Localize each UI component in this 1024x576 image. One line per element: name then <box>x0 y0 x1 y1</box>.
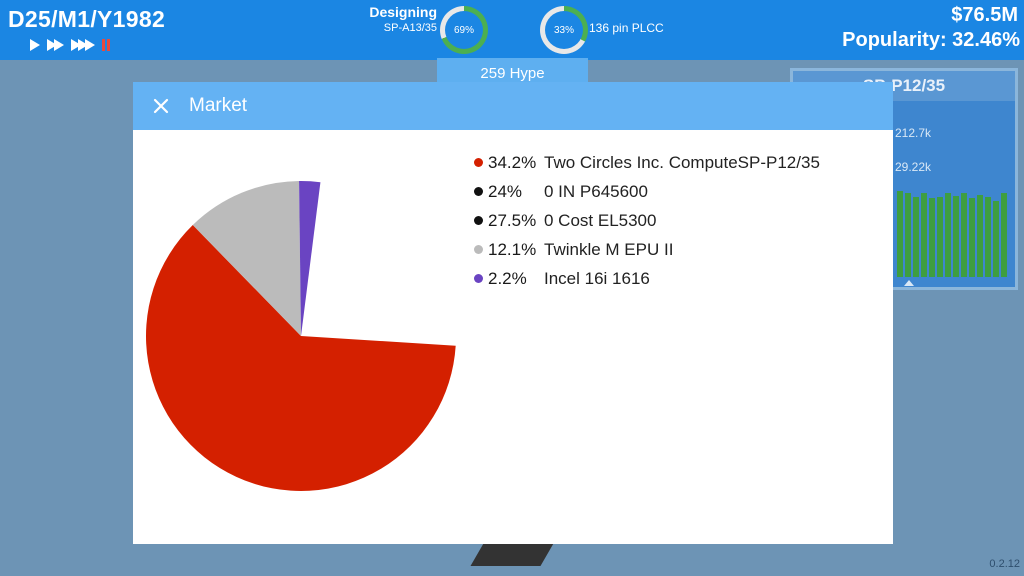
legend-item: 34.2% Two Circles Inc. ComputeSP-P12/35 <box>474 148 820 177</box>
fastest-forward-icon <box>71 39 81 51</box>
legend-percent: 2.2% <box>488 268 527 288</box>
modal-title: Market <box>189 95 248 116</box>
legend-label: 0 Cost EL5300 <box>544 210 657 230</box>
legend-percent: 34.2% <box>488 152 537 172</box>
market-modal: Market 34.2% Two Circles Inc. ComputeSP-P… <box>133 82 893 544</box>
expand-caret-icon[interactable] <box>904 280 914 286</box>
designing-chip-name: SP-A13/35 <box>383 22 437 34</box>
legend-label: 0 IN P645600 <box>544 181 648 201</box>
legend-label: Twinkle M EPU II <box>544 239 674 259</box>
play-icon <box>30 39 40 51</box>
legend-label: Incel 16i 1616 <box>544 268 650 288</box>
designing-status: Designing SP-A13/35 <box>365 4 437 34</box>
legend-item: 24% 0 IN P645600 <box>474 177 820 206</box>
fastest-forward-button[interactable] <box>71 39 95 51</box>
pie-slice <box>146 225 456 491</box>
designing-label: Designing <box>369 4 437 20</box>
pause-icon <box>102 39 105 51</box>
design-progress-ring: 69% <box>440 6 488 54</box>
money-display: $76.5M <box>951 4 1018 26</box>
market-share-pie-chart <box>146 181 456 491</box>
market-legend: 34.2% Two Circles Inc. ComputeSP-P12/35 24… <box>474 148 820 293</box>
legend-color-dot <box>474 274 483 283</box>
modal-header: Market <box>133 82 893 130</box>
legend-percent: 27.5% <box>488 210 537 230</box>
game-date: D25/M1/Y1982 <box>8 6 166 32</box>
version-label: 0.2.12 <box>989 558 1020 570</box>
pie-slice <box>192 181 301 336</box>
legend-color-dot <box>474 158 483 167</box>
speed-controls <box>30 39 110 51</box>
legend-color-dot <box>474 216 483 225</box>
close-icon <box>153 98 169 114</box>
legend-percent: 24% <box>488 181 523 201</box>
fast-forward-button[interactable] <box>47 39 64 51</box>
legend-color-dot <box>474 245 483 254</box>
legend-label: Two Circles Inc. ComputeSP-P12/35 <box>544 152 820 172</box>
pause-button[interactable] <box>102 39 110 51</box>
design-progress-label: 69% <box>445 11 483 49</box>
close-button[interactable] <box>133 82 189 130</box>
package-label: 136 pin PLCC <box>589 21 664 35</box>
side-panel-bars <box>897 189 1007 277</box>
package-progress-label: 33% <box>545 11 583 49</box>
side-panel-value-1: 212.7k <box>895 126 932 140</box>
legend-percent: 12.1% <box>488 239 537 259</box>
side-panel-value-2: 29.22k <box>895 160 932 174</box>
legend-color-dot <box>474 187 483 196</box>
pie-slice <box>299 181 321 336</box>
popularity-display: Popularity: 32.46% <box>842 29 1020 51</box>
fast-forward-icon <box>47 39 57 51</box>
package-progress-ring: 33% <box>540 6 588 54</box>
play-button[interactable] <box>30 39 40 51</box>
legend-item: 27.5% 0 Cost EL5300 <box>474 206 820 235</box>
legend-item: 12.1% Twinkle M EPU II <box>474 235 820 264</box>
top-bar: D25/M1/Y1982 Designing SP-A13/35 69% 33%… <box>0 0 1024 60</box>
legend-item: 2.2% Incel 16i 1616 <box>474 264 820 293</box>
